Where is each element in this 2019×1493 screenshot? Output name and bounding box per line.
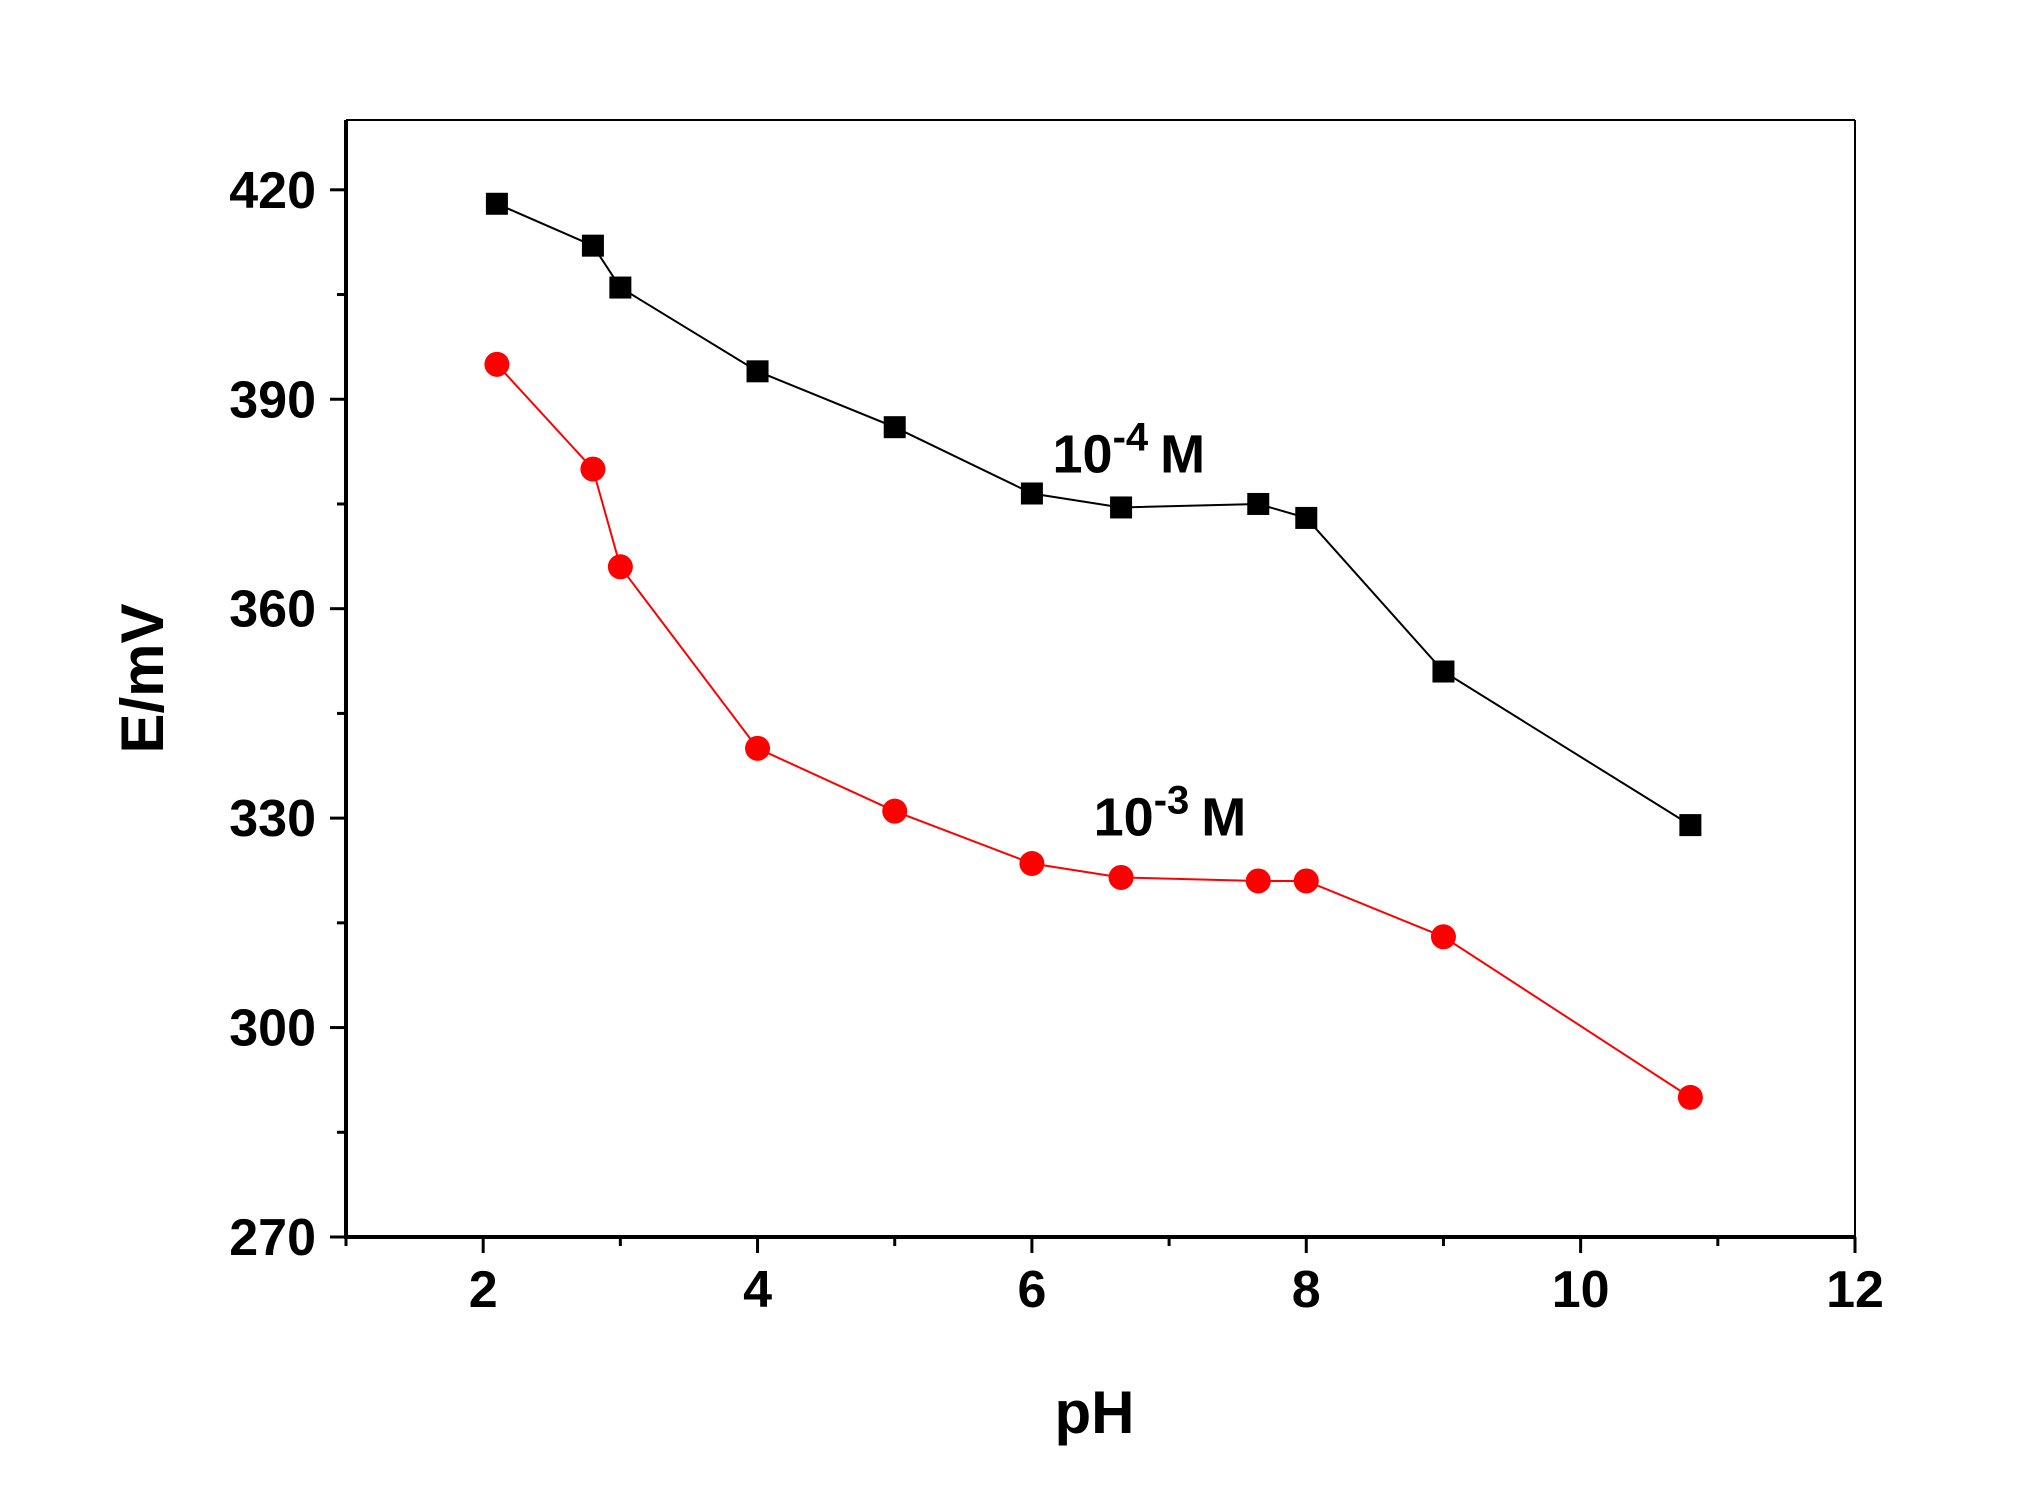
data-point <box>581 234 604 257</box>
plot-frame <box>344 119 1856 1239</box>
data-point <box>1247 492 1270 515</box>
data-point <box>1293 868 1319 894</box>
y-tick-label: 300 <box>229 1000 316 1058</box>
data-point <box>485 192 508 215</box>
data-point <box>609 276 632 299</box>
y-axis-label: E/mV <box>109 603 176 753</box>
series-1 <box>485 192 1702 837</box>
x-tick-label: 6 <box>1017 1261 1046 1319</box>
series-layer <box>484 192 1703 1110</box>
data-point <box>1679 814 1702 837</box>
data-point <box>1108 864 1134 890</box>
data-point <box>1295 506 1318 529</box>
x-axis-label: pH <box>1055 1379 1135 1446</box>
y-tick-label: 330 <box>229 790 316 848</box>
data-point <box>1245 868 1271 894</box>
data-point <box>1677 1084 1703 1110</box>
x-axis: 2 4 6 8 10 12 <box>344 1237 1884 1319</box>
y-tick-label: 360 <box>229 581 316 639</box>
x-tick-label: 2 <box>469 1261 498 1319</box>
x-tick-label: 4 <box>743 1261 772 1319</box>
x-tick-label: 12 <box>1826 1261 1884 1319</box>
y-axis: 270 300 330 360 390 420 <box>229 162 346 1267</box>
series-annotation: 10-4 M <box>1052 416 1205 485</box>
data-point <box>745 735 771 761</box>
series-annotation: 10-3 M <box>1094 779 1247 848</box>
data-point <box>883 416 906 439</box>
data-point <box>580 456 606 482</box>
series-2 <box>484 351 1703 1110</box>
data-point <box>607 554 633 580</box>
x-tick-label: 8 <box>1292 1261 1321 1319</box>
data-point <box>1019 851 1045 877</box>
data-point <box>882 798 908 824</box>
data-point <box>1432 660 1455 683</box>
data-point <box>1430 924 1456 950</box>
y-tick-label: 390 <box>229 371 316 429</box>
x-tick-label: 10 <box>1552 1261 1610 1319</box>
y-tick-label: 420 <box>229 162 316 220</box>
data-point <box>1020 482 1043 505</box>
y-tick-label: 270 <box>229 1209 316 1267</box>
annotation-layer: 10-4 M 10-3 M <box>1052 416 1246 848</box>
data-point <box>746 360 769 383</box>
data-point <box>484 351 510 377</box>
data-point <box>1110 496 1133 519</box>
